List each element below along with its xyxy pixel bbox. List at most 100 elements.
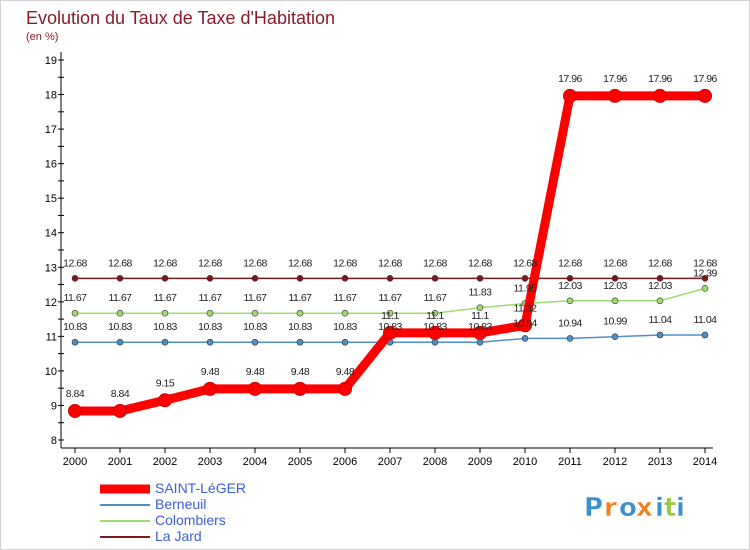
data-label: 12.68 (108, 257, 132, 269)
x-tick-label: 2004 (243, 456, 267, 468)
logo-letter: r (604, 493, 617, 523)
data-point (386, 275, 394, 282)
data-label: 12.68 (513, 257, 537, 269)
data-point (566, 275, 574, 282)
data-label: 10.83 (153, 321, 177, 333)
data-point (341, 275, 349, 282)
data-label: 11.67 (154, 292, 178, 304)
data-point (701, 275, 709, 282)
data-point (341, 338, 349, 346)
data-labels: 12.68 12.68 12.68 12.68 12.68 12.68 12.68 12.68… (63, 73, 718, 400)
data-label: 11.67 (379, 292, 403, 304)
x-tick-label: 2010 (513, 456, 537, 468)
x-tick-label: 2005 (288, 456, 312, 468)
data-point (518, 318, 532, 333)
data-point (701, 331, 709, 339)
data-point (71, 309, 79, 317)
data-label: 12.68 (558, 257, 582, 269)
chart-subtitle: (en %) (26, 31, 58, 43)
data-label: 12.68 (693, 257, 717, 269)
data-point (611, 297, 619, 305)
data-point (476, 304, 484, 311)
data-point (431, 309, 439, 317)
x-tick-label: 2008 (423, 456, 447, 468)
data-point (296, 275, 304, 282)
data-point (203, 381, 217, 396)
x-tick-label: 2009 (468, 456, 492, 468)
data-point (251, 309, 259, 317)
data-label: 10.99 (603, 316, 627, 328)
data-label: 9.48 (246, 366, 265, 378)
data-label: 10.94 (513, 317, 537, 329)
x-tick-label: 2014 (693, 456, 717, 468)
data-point (251, 338, 259, 346)
data-point (113, 403, 127, 418)
data-label: 11.67 (424, 292, 448, 304)
legend-label: La Jard (155, 528, 202, 544)
data-label: 10.94 (558, 317, 582, 329)
data-point (161, 338, 169, 346)
data-label: 9.48 (336, 366, 355, 378)
logo-letter: i (655, 493, 664, 523)
y-tick-label: 19 (45, 55, 57, 67)
data-label: 12.68 (63, 257, 87, 269)
data-label: 8.84 (111, 388, 130, 400)
data-label: 12.68 (288, 257, 312, 269)
data-label: 11.67 (64, 292, 88, 304)
data-point (71, 275, 79, 282)
x-tick-label: 2012 (603, 456, 627, 468)
legend-label: SAINT-LéGER (155, 480, 246, 496)
data-point (206, 275, 214, 282)
y-tick-label: 9 (51, 400, 57, 412)
x-tick-label: 2007 (378, 456, 402, 468)
data-point (611, 333, 619, 341)
data-point (116, 309, 124, 317)
data-label: 11.1 (471, 310, 489, 322)
data-point (566, 335, 574, 342)
data-point (341, 309, 349, 317)
data-point (71, 338, 79, 346)
data-point (293, 381, 307, 396)
data-point (161, 309, 169, 317)
y-tick-label: 17 (45, 124, 57, 136)
data-point (653, 88, 667, 103)
data-label: 12.03 (558, 280, 582, 292)
data-label: 9.48 (201, 366, 220, 378)
data-label: 12.68 (243, 257, 267, 269)
data-point (338, 381, 352, 396)
x-tick-label: 2006 (333, 456, 357, 468)
data-point (161, 275, 169, 282)
data-point (383, 325, 397, 340)
data-label: 12.68 (333, 257, 357, 269)
logo-letter: o (619, 493, 637, 523)
data-label: 10.83 (378, 321, 402, 333)
x-tick-label: 2000 (63, 456, 87, 468)
y-tick-label: 16 (45, 159, 57, 171)
legend-label: Berneuil (155, 496, 206, 512)
data-point (431, 275, 439, 282)
data-point (251, 275, 259, 282)
data-label: 11.32 (514, 302, 538, 314)
legend-label: Colombiers (155, 512, 226, 528)
data-label: 11.04 (694, 314, 718, 326)
data-label: 12.68 (603, 257, 627, 269)
data-point (296, 338, 304, 346)
data-label: 12.39 (693, 267, 717, 279)
data-label: 10.83 (63, 321, 87, 333)
y-tick-label: 12 (45, 297, 57, 309)
data-point (428, 325, 442, 340)
axes: 8 9 10 11 12 13 14 15 16 17 18 19 2000 2001 2002 2003 20… (45, 52, 717, 468)
data-point (521, 275, 529, 282)
data-point (116, 275, 124, 282)
data-point (656, 275, 664, 282)
data-label: 9.48 (291, 366, 310, 378)
data-point (386, 309, 394, 317)
data-label: 10.83 (423, 321, 447, 333)
data-point (656, 297, 664, 305)
data-label: 12.68 (648, 257, 672, 269)
data-label: 12.03 (603, 280, 627, 292)
y-tick-label: 13 (45, 262, 57, 274)
data-label: 12.68 (468, 257, 492, 269)
